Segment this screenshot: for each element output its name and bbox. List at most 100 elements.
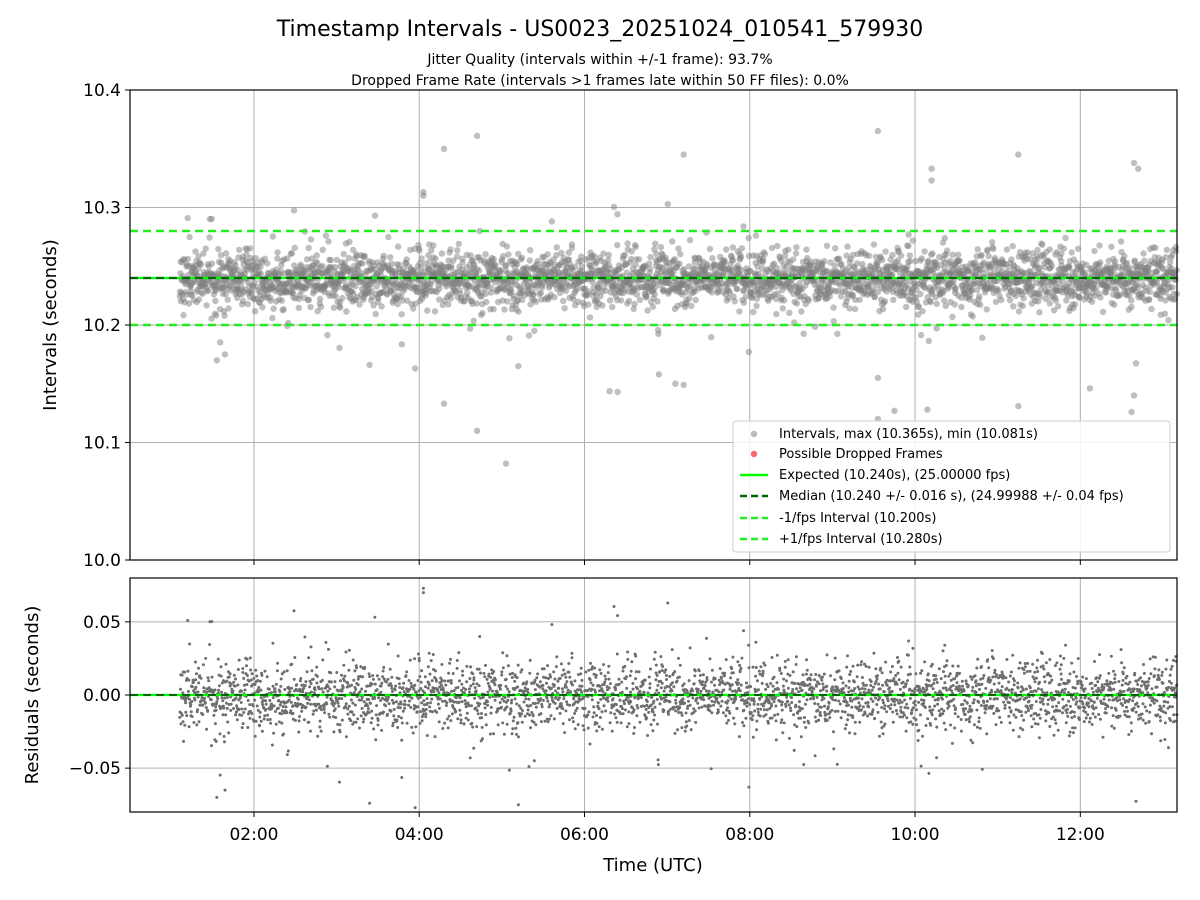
residual-point	[208, 643, 212, 646]
residual-point	[293, 656, 297, 659]
interval-point	[295, 304, 302, 311]
residual-point	[389, 684, 393, 688]
residual-point	[419, 710, 423, 714]
residual-point	[566, 688, 570, 692]
residual-point	[303, 684, 307, 687]
interval-point	[336, 304, 344, 311]
residual-point	[452, 700, 456, 704]
interval-point	[830, 304, 837, 311]
residual-point	[262, 717, 266, 721]
residual-point	[286, 749, 290, 753]
residual-point	[261, 698, 265, 702]
residual-point	[397, 677, 401, 681]
residual-point	[656, 683, 660, 687]
interval-point	[651, 290, 658, 298]
residual-point	[337, 689, 340, 693]
residual-point	[619, 705, 623, 708]
residual-point	[414, 691, 418, 695]
residual-point	[352, 678, 356, 682]
residual-point	[207, 679, 211, 683]
residual-point	[194, 678, 198, 682]
residual-point	[183, 723, 187, 727]
residual-point	[419, 687, 423, 690]
interval-point	[212, 297, 219, 305]
residual-point	[477, 684, 481, 688]
residual-point	[372, 727, 376, 731]
residual-point	[197, 681, 201, 685]
residual-point	[350, 710, 354, 714]
residual-point	[215, 700, 219, 704]
interval-point	[224, 296, 231, 303]
interval-point	[950, 278, 957, 285]
residual-point	[245, 674, 249, 677]
interval-point	[654, 298, 661, 305]
residual-point	[392, 701, 396, 705]
residual-point	[351, 658, 355, 662]
interval-point	[467, 325, 474, 332]
residual-point	[553, 701, 557, 705]
residual-point	[369, 721, 373, 725]
residual-point	[595, 714, 598, 717]
interval-point	[483, 298, 490, 306]
interval-point	[632, 243, 639, 250]
interval-point	[1006, 297, 1014, 304]
interval-point	[730, 256, 737, 264]
interval-point	[628, 248, 635, 255]
residual-point	[352, 691, 356, 694]
interval-point	[1096, 242, 1103, 249]
residual-point	[428, 705, 432, 709]
residual-point	[445, 701, 449, 705]
interval-point	[436, 296, 443, 303]
residual-point	[227, 731, 231, 735]
residual-point	[437, 691, 441, 695]
residual-point	[493, 698, 497, 702]
interval-point	[721, 257, 728, 264]
residual-point	[627, 710, 631, 714]
residual-point	[201, 713, 205, 716]
residual-point	[630, 660, 634, 664]
residual-point	[195, 723, 199, 727]
residual-point	[324, 640, 328, 644]
residual-point	[590, 667, 594, 671]
residual-point	[471, 682, 475, 686]
residual-point	[559, 662, 563, 666]
interval-point	[919, 307, 926, 315]
residual-point	[273, 687, 277, 691]
residual-point	[377, 677, 381, 681]
interval-point	[1039, 241, 1046, 248]
residual-point	[506, 698, 510, 702]
interval-point	[889, 251, 896, 259]
residual-point	[475, 682, 479, 686]
residual-point	[325, 702, 329, 706]
interval-point	[989, 239, 996, 246]
residual-point	[647, 675, 651, 679]
residual-point	[602, 704, 606, 708]
interval-point	[823, 267, 830, 275]
residual-point	[275, 669, 279, 673]
residual-point	[538, 680, 542, 684]
interval-point	[1128, 408, 1135, 416]
residual-point	[653, 650, 657, 654]
interval-point	[398, 311, 405, 318]
interval-point	[372, 310, 379, 318]
interval-point	[217, 339, 224, 346]
interval-point	[1128, 303, 1135, 311]
residual-point	[299, 677, 303, 680]
residual-point	[441, 727, 445, 730]
residual-point	[256, 708, 260, 712]
residual-point	[376, 723, 380, 727]
residual-point	[634, 677, 638, 681]
residual-point	[427, 651, 431, 655]
interval-point	[467, 252, 474, 259]
residual-point	[217, 684, 221, 688]
interval-point	[834, 330, 841, 337]
interval-point	[1076, 294, 1083, 301]
residual-point	[410, 725, 414, 729]
residual-point	[338, 723, 342, 727]
residual-point	[243, 688, 247, 692]
residual-point	[563, 731, 567, 735]
residual-point	[194, 685, 198, 689]
residual-point	[270, 707, 274, 710]
residual-point	[285, 711, 289, 715]
residual-point	[652, 699, 656, 703]
